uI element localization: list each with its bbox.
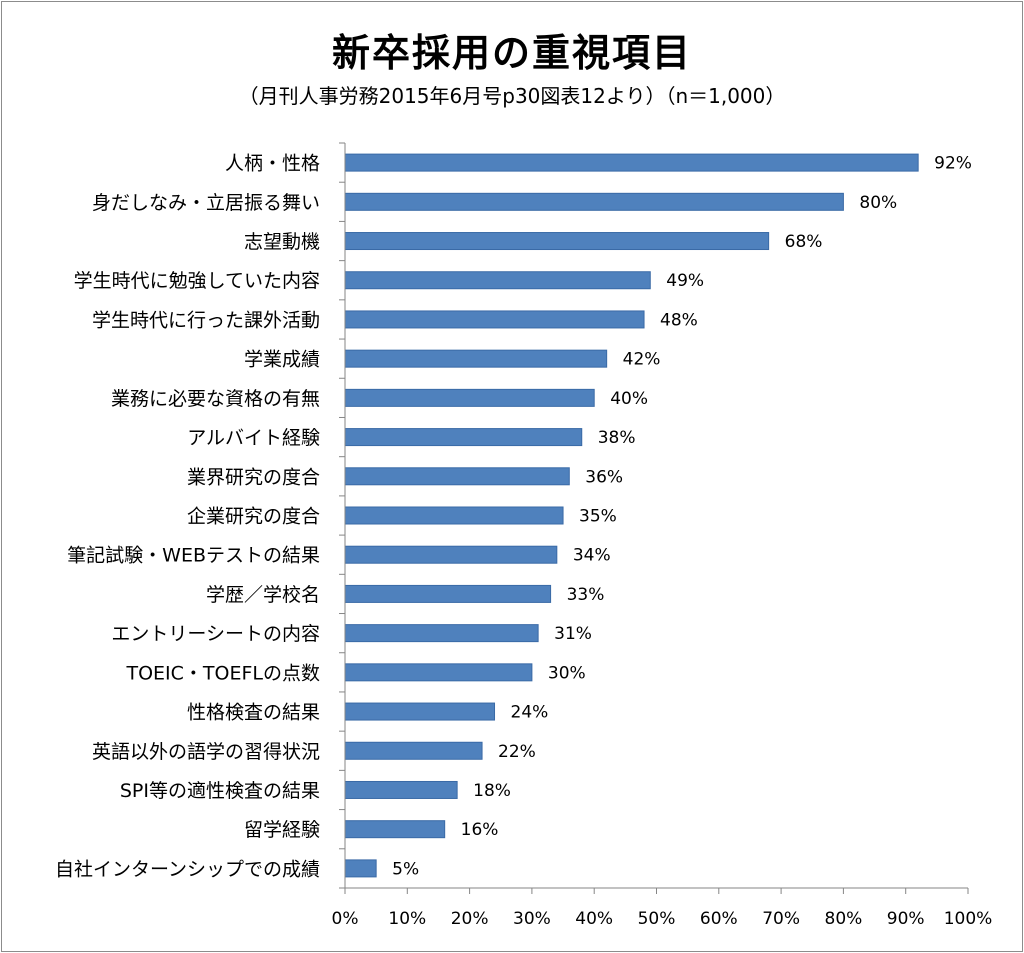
category-label: 学歴／学校名 [206, 584, 320, 606]
bar [344, 859, 377, 878]
category-label: アルバイト経験 [187, 427, 320, 449]
bar [344, 153, 919, 172]
bar [344, 467, 570, 486]
category-label: 筆記試験・WEBテストの結果 [67, 545, 320, 567]
chart-title: 新卒採用の重視項目 [331, 31, 692, 75]
category-labels: 人柄・性格身だしなみ・立居振る舞い志望動機学生時代に勉強していた内容学生時代に行… [55, 153, 320, 881]
value-label: 24% [511, 703, 549, 723]
bar [344, 820, 446, 839]
x-axis: 0% 10% 20% 30% 40% 50% 60% 70% 80% 90% 100% [332, 142, 993, 929]
value-label: 80% [859, 193, 897, 213]
category-label: TOEIC・TOEFLの点数 [125, 662, 320, 684]
x-tick-label: 20% [451, 909, 489, 929]
x-tick-label: 10% [388, 909, 426, 929]
value-label: 30% [548, 663, 586, 683]
x-tick-label: 0% [332, 909, 359, 929]
x-tick-label: 40% [575, 909, 613, 929]
category-label: 学生時代に勉強していた内容 [74, 270, 320, 292]
bar [344, 741, 483, 760]
value-labels: 92% 80% 68% 49% 48% 42% 40% 38% 36% 35% 34% 33% 31% 3… [392, 154, 972, 880]
category-label: 業務に必要な資格の有無 [111, 388, 320, 410]
bar [344, 584, 552, 603]
x-tick-label: 50% [638, 909, 676, 929]
value-label: 5% [392, 859, 419, 879]
value-label: 33% [567, 585, 605, 605]
x-tick-label: 70% [762, 909, 800, 929]
value-label: 38% [598, 428, 636, 448]
bar [344, 506, 564, 525]
x-tick-label: 90% [887, 909, 925, 929]
category-label: 人柄・性格 [225, 153, 320, 175]
x-tick-label: 60% [700, 909, 738, 929]
bar [344, 624, 539, 643]
value-label: 34% [573, 546, 611, 566]
value-label: 22% [498, 742, 536, 762]
bar [344, 232, 770, 251]
bar [344, 192, 844, 211]
value-label: 42% [623, 350, 661, 370]
x-tick-label: 100% [944, 909, 993, 929]
value-label: 35% [579, 507, 617, 527]
bar [344, 702, 496, 721]
category-label: 身だしなみ・立居振る舞い [92, 192, 320, 214]
value-label: 49% [666, 271, 704, 291]
bar [344, 428, 583, 447]
bar [344, 388, 595, 407]
x-tick-label: 30% [513, 909, 551, 929]
bar [344, 310, 645, 329]
value-label: 68% [785, 232, 823, 252]
value-label: 16% [461, 820, 499, 840]
bar [344, 545, 558, 564]
bar [344, 349, 608, 368]
category-label: 業界研究の度合 [187, 466, 320, 488]
bar [344, 663, 533, 682]
value-label: 92% [934, 154, 972, 174]
category-label: SPI等の適性検査の結果 [120, 780, 320, 802]
category-label: エントリーシートの内容 [111, 623, 320, 645]
value-label: 18% [473, 781, 511, 801]
category-label: 英語以外の語学の習得状況 [92, 741, 320, 763]
category-label: 自社インターンシップでの成績 [55, 858, 320, 880]
category-label: 学生時代に行った課外活動 [92, 309, 320, 331]
chart-subtitle: （月刊人事労務2015年6月号p30図表12より）（n＝1,000） [238, 84, 786, 108]
category-label: 学業成績 [244, 349, 320, 371]
value-label: 36% [585, 467, 623, 487]
bar [344, 780, 458, 799]
value-label: 48% [660, 310, 698, 330]
value-label: 31% [554, 624, 592, 644]
category-label: 志望動機 [244, 231, 320, 253]
bar [344, 271, 651, 290]
category-label: 企業研究の度合 [187, 506, 320, 528]
bars [344, 153, 919, 878]
category-label: 性格検査の結果 [187, 702, 320, 724]
value-label: 40% [610, 389, 648, 409]
x-tick-label: 80% [825, 909, 863, 929]
category-label: 留学経験 [244, 819, 320, 841]
